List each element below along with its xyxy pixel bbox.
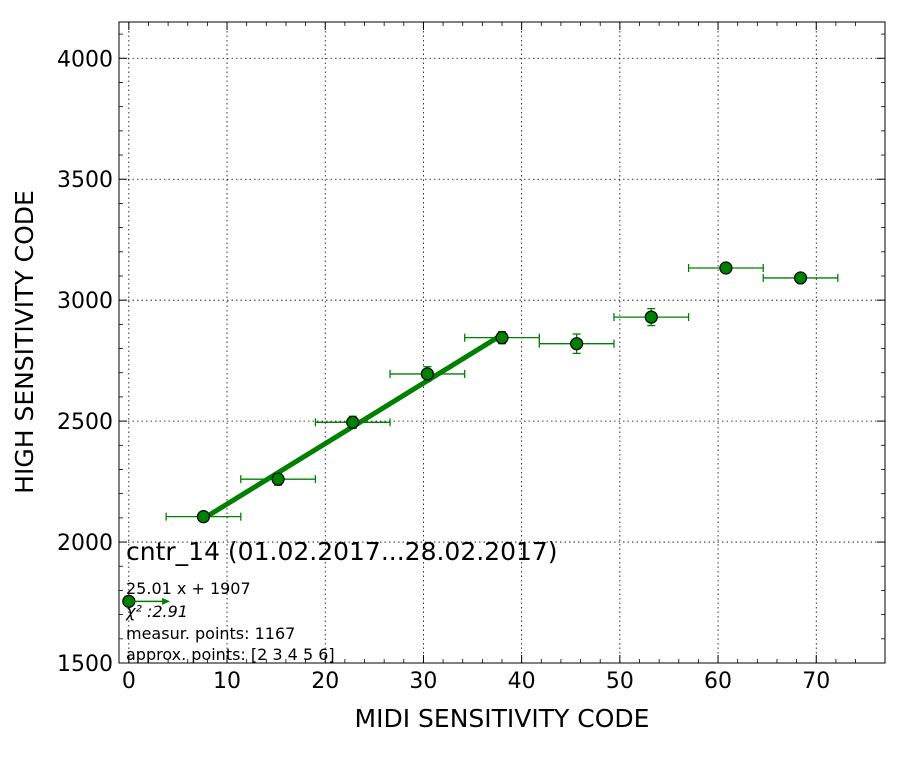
y-tick-label: 4000 xyxy=(57,47,113,72)
data-point xyxy=(793,271,808,285)
data-point xyxy=(495,331,509,345)
x-tick-label: 50 xyxy=(606,669,634,694)
x-tick-label: 40 xyxy=(508,669,536,694)
x-tick-label: 20 xyxy=(311,669,339,694)
x-tick-label: 10 xyxy=(213,669,241,694)
data-point xyxy=(570,337,584,351)
y-axis-label: HIGH SENSITIVITY CODE xyxy=(10,190,39,494)
annotation-title: cntr_14 (01.02.2017...28.02.2017) xyxy=(126,537,558,566)
data-point xyxy=(196,510,211,524)
annotation-measur-points: measur. points: 1167 xyxy=(126,624,295,643)
y-tick-label: 2500 xyxy=(57,410,113,435)
arrow-layer xyxy=(128,597,171,605)
x-axis-label: MIDI SENSITIVITY CODE xyxy=(355,704,650,733)
x-tick-label: 0 xyxy=(122,669,136,694)
data-points xyxy=(122,261,808,608)
data-point xyxy=(346,415,360,429)
legend-arrow-head xyxy=(162,597,171,605)
plot-frame xyxy=(118,21,886,664)
y-tick-label: 2000 xyxy=(57,531,113,556)
annotation-chi2: χ² :2.91 xyxy=(125,602,188,621)
data-point xyxy=(420,367,434,381)
y-tick-label: 3000 xyxy=(57,289,113,314)
tick-labels: 0 10 20 30 40 50 60 70 1500 2000 2500 3000 3500 4000 xyxy=(57,47,830,694)
minor-ticks xyxy=(119,22,885,663)
x-tick-label: 60 xyxy=(704,669,732,694)
x-tick-label: 30 xyxy=(409,669,437,694)
data-point xyxy=(644,310,658,324)
y-tick-label: 1500 xyxy=(57,652,113,677)
y-tick-label: 3500 xyxy=(57,168,113,193)
x-tick-label: 70 xyxy=(802,669,830,694)
grid xyxy=(119,22,885,664)
data-point xyxy=(271,472,285,486)
data-point xyxy=(719,261,733,275)
annotation-approx-points: approx. points: [2 3 4 5 6] xyxy=(126,645,335,664)
annotation-fit-equation: 25.01 x + 1907 xyxy=(126,579,251,598)
